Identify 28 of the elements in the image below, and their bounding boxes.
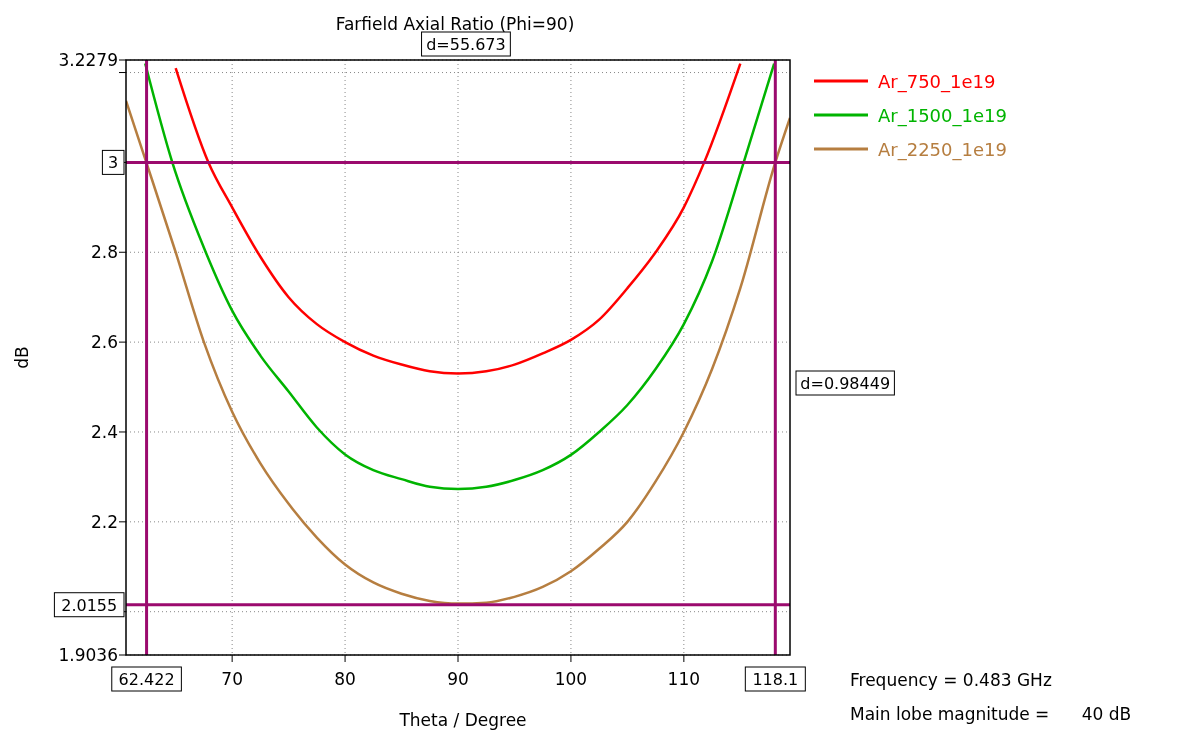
line-series <box>143 62 776 491</box>
y-tick-label: 2.4 <box>90 421 118 442</box>
x-tick-label: 80 <box>334 669 356 689</box>
ref-line-label: 3 <box>108 153 119 173</box>
x-tick-label: 90 <box>447 669 469 689</box>
ref-line-label: 2.0155 <box>61 595 118 615</box>
text: Main lobe magnitude = 40 dB <box>850 704 1132 724</box>
x-tick-label: 100 <box>554 669 588 689</box>
legend-label: Ar_2250_1e19 <box>878 139 1007 161</box>
ref-line-label: 118.1 <box>752 670 799 689</box>
line-series <box>126 99 790 605</box>
y-axis-title: dB <box>12 346 32 369</box>
legend-label: Ar_750_1e19 <box>878 71 996 93</box>
legend-label: Ar_1500_1e19 <box>878 105 1007 127</box>
x-tick-label: 70 <box>221 669 243 689</box>
y-tick-label: 1.9036 <box>58 645 118 665</box>
line-series <box>174 62 742 375</box>
text: d=0.98449 <box>800 374 891 393</box>
y-tick-label: 2.2 <box>90 511 118 532</box>
x-tick-label: 110 <box>667 669 701 689</box>
y-tick-label: 3.2279 <box>58 50 118 70</box>
y-tick-label: 2.8 <box>90 242 118 263</box>
ref-line-label: 62.422 <box>118 670 175 689</box>
text: Frequency = 0.483 GHz <box>850 670 1052 690</box>
x-axis-title: Theta / Degree <box>398 710 527 730</box>
y-tick-label: 2.6 <box>90 332 118 353</box>
text: d=55.673 <box>426 35 506 54</box>
chart-title: Farfield Axial Ratio (Phi=90) <box>335 14 575 34</box>
